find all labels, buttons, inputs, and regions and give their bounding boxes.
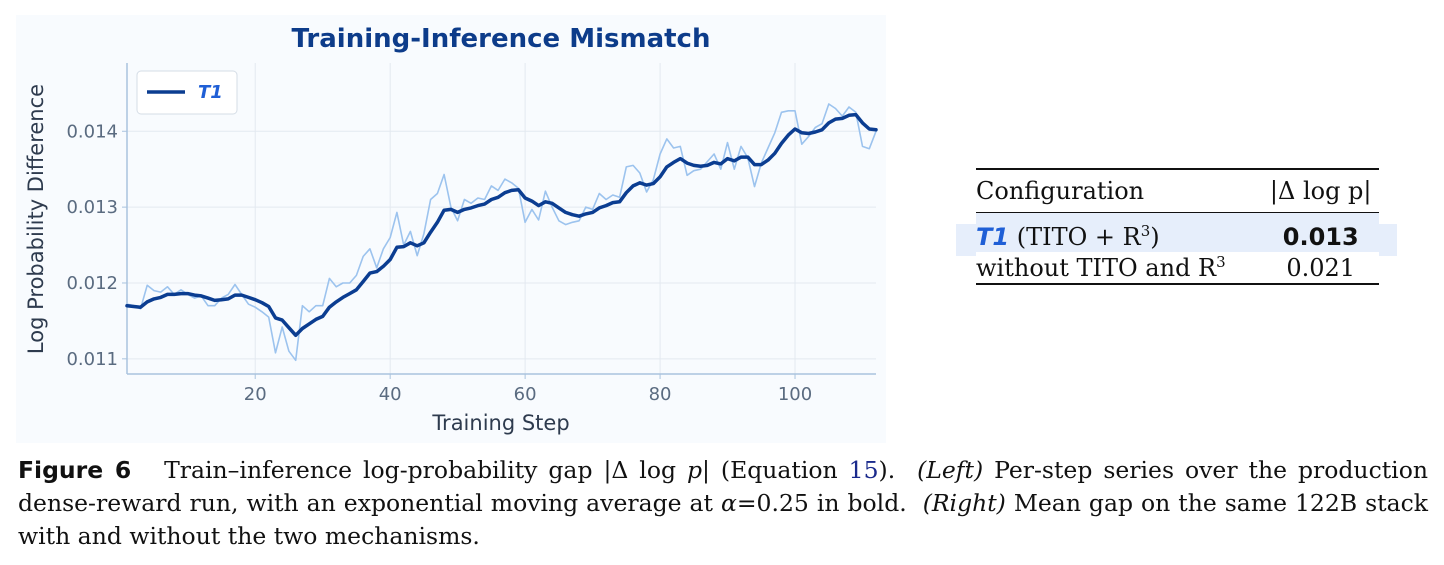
x-tick-label: 80: [649, 384, 672, 405]
table-row: without TITO and R3 0.021: [976, 252, 1379, 284]
results-table: Configuration |Δ log p| T1 (TITO + R3) 0…: [976, 168, 1379, 285]
series-line-t1-raw: [126, 103, 877, 362]
figure-caption: Figure 6 Train–inference log-probability…: [18, 454, 1428, 553]
table-header-row: Configuration |Δ log p|: [976, 169, 1379, 213]
y-axis-title: Log Probability Difference: [24, 84, 48, 354]
caption-text-3: ).: [878, 456, 896, 484]
y-tick-label: 0.014: [66, 121, 118, 142]
value-cell-baseline: 0.021: [1262, 252, 1379, 284]
config-cell-t1: T1 (TITO + R3): [976, 212, 1263, 252]
table-row: T1 (TITO + R3) 0.013: [976, 212, 1379, 252]
caption-alpha: α: [720, 489, 737, 517]
config-text-baseline: without TITO and R: [976, 254, 1217, 282]
chart-panel: 20 40 60 80 100 0.011 0.012 0.013 0.014 Training…: [0, 0, 900, 450]
caption-right-label: (Right): [922, 489, 1006, 517]
axes: [122, 63, 876, 379]
config-end-t1: ): [1150, 223, 1160, 251]
tick-labels: 20 40 60 80 100 0.011 0.012 0.013 0.014: [66, 121, 812, 405]
y-tick-label: 0.013: [66, 197, 118, 218]
table-highlight-extension: [956, 224, 976, 256]
value-cell-t1: 0.013: [1262, 212, 1379, 252]
x-tick-label: 60: [514, 384, 537, 405]
model-name-t1: T1: [976, 223, 1010, 251]
config-sup-baseline: 3: [1216, 253, 1226, 271]
y-tick-label: 0.011: [66, 349, 118, 370]
legend: T1: [136, 70, 238, 115]
caption-var-p: p: [686, 456, 703, 484]
legend-box: [136, 70, 238, 115]
table-highlight-extension-right: [1379, 224, 1397, 256]
value-baseline: 0.021: [1286, 253, 1356, 282]
x-tick-label: 20: [244, 384, 267, 405]
series-line-t1-ema: [125, 112, 878, 338]
value-t1: 0.013: [1282, 222, 1359, 251]
caption-text-1: Train–inference log-probability gap |Δ l…: [164, 456, 687, 484]
config-text-t1: (TITO + R: [1016, 223, 1141, 251]
figure-label: Figure 6: [18, 456, 132, 484]
series-layer: [125, 103, 878, 362]
caption-text-6: Mean gap on the same 122B stack with and…: [18, 489, 1429, 550]
x-tick-label: 100: [778, 384, 812, 405]
caption-text-4: Per-step series over the production dens…: [18, 456, 1428, 517]
mismatch-line-chart: 20 40 60 80 100 0.011 0.012 0.013 0.014 Training…: [16, 15, 886, 443]
legend-label-t1: T1: [198, 82, 223, 103]
x-axis-title: Training Step: [431, 411, 569, 435]
config-sup-t1: 3: [1140, 222, 1151, 240]
header-configuration: Configuration: [976, 177, 1145, 205]
chart-title: Training-Inference Mismatch: [292, 24, 711, 54]
equation-link[interactable]: 15: [848, 456, 879, 484]
x-tick-label: 40: [379, 384, 402, 405]
header-abs-delta-logp: |Δ log p|: [1269, 177, 1372, 205]
y-tick-label: 0.012: [66, 273, 118, 294]
caption-left-label: (Left): [917, 456, 984, 484]
caption-text-5: =0.25 in bold.: [736, 489, 907, 517]
config-cell-baseline: without TITO and R3: [976, 252, 1262, 284]
caption-text-2: | (Equation: [702, 456, 849, 484]
